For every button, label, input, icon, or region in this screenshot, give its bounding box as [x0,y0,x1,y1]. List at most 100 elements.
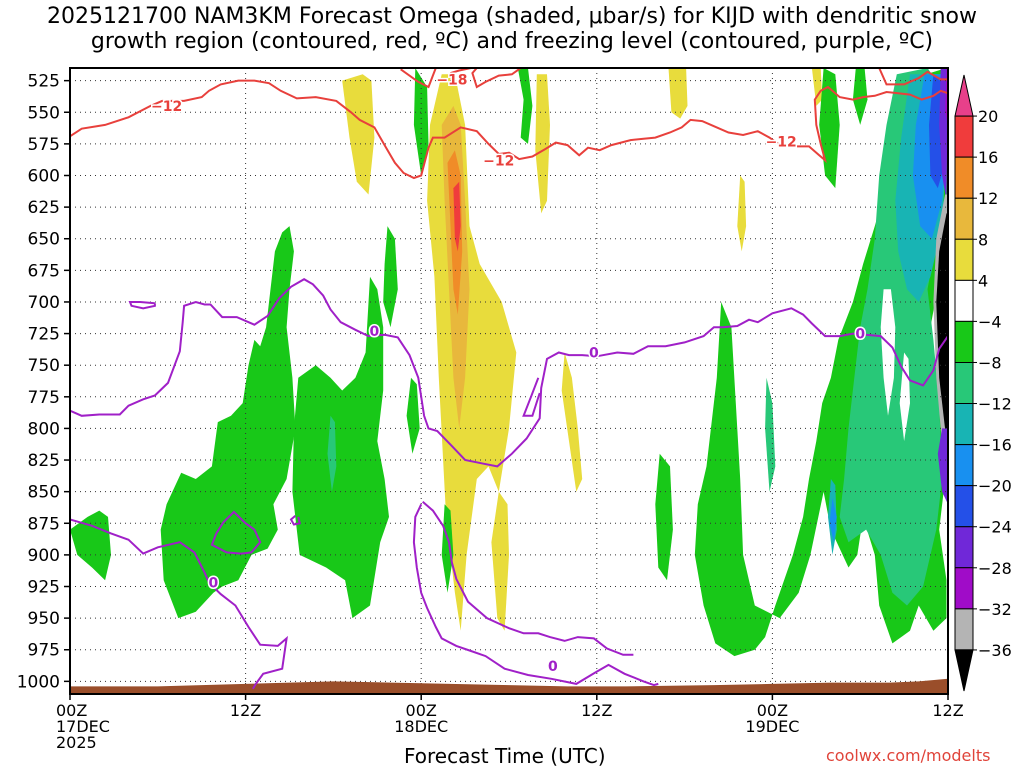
colorbar-label-8: −16 [978,436,1012,455]
contour-label-8: 0 [548,659,558,675]
x-tick-label-24-1: 18DEC [394,717,448,736]
y-tick-label-700: 700 [28,293,60,313]
omega-region-10 [453,181,461,252]
y-tick-label-625: 625 [28,198,60,218]
colorbar-swatch-8 [954,403,974,446]
x-tick-label-24-0: 00Z [406,701,437,720]
x-tick-label-12-0: 12Z [230,701,261,720]
contour-label-4: 0 [369,324,379,340]
y-tick-label-650: 650 [28,230,60,250]
y-tick-label-875: 875 [28,514,60,534]
omega-region-19 [517,68,533,144]
omega-region-21 [655,453,673,581]
omega-region-23 [852,68,868,125]
omega-region-0 [342,74,375,195]
y-tick-label-575: 575 [28,135,60,155]
y-tick-label-950: 950 [28,609,60,629]
freezing-level-2 [70,518,288,690]
omega-region-25 [765,377,776,492]
contour-label-1: −12 [483,153,514,169]
colorbar-label-1: 16 [978,148,998,167]
y-tick-label-750: 750 [28,356,60,376]
credit-link[interactable]: coolwx.com/modelts [826,746,991,765]
isotherm-minus12-0 [70,79,948,180]
colorbar-label-5: −4 [978,312,1002,331]
contour-label-2: −12 [766,134,797,150]
isotherm-minus12-3 [878,68,948,86]
y-tick-label-900: 900 [28,546,60,566]
freezing-level-7 [522,377,541,417]
x-tick-label-48-0: 00Z [757,701,788,720]
x-tick-label-60-0: 12Z [932,701,963,720]
y-tick-label-925: 925 [28,578,60,598]
colorbar-swatch-0 [954,74,974,117]
colorbar-swatch-6 [954,320,974,363]
omega-region-34 [880,289,896,416]
x-axis-title: Forecast Time (UTC) [404,744,606,768]
freezing-level-3 [210,510,262,555]
title-line-2: growth region (contoured, red, ºC) and f… [90,29,934,54]
omega-region-22 [819,68,840,189]
omega-region-38 [937,428,948,505]
colorbar-swatch-2 [954,156,974,199]
contour-label-6: 0 [855,327,865,343]
colorbar-label-4: 4 [978,271,988,290]
omega-region-13 [292,276,389,619]
colorbar-swatch-11 [954,526,974,569]
x-tick-label-0-0: 00Z [56,701,87,720]
omega-region-7 [737,175,747,252]
omega-region-17 [413,68,429,176]
x-tick-label-36-0: 12Z [581,701,612,720]
omega-region-5 [491,491,509,631]
omega-region-3 [535,74,550,214]
colorbar-swatch-13 [954,608,974,651]
colorbar-swatch-5 [954,279,974,322]
x-tick-label-48-1: 19DEC [745,717,799,736]
y-tick-label-825: 825 [28,451,60,471]
colorbar-swatch-14 [954,649,974,692]
colorbar-swatch-9 [954,444,974,487]
omega-region-18 [441,504,454,593]
freezing-level-6 [422,501,634,656]
y-tick-label-775: 775 [28,388,60,408]
colorbar-swatch-10 [954,485,974,528]
colorbar-label-3: 8 [978,230,988,249]
contour-label-0: −12 [151,99,182,115]
colorbar-swatch-7 [954,361,974,405]
omega-region-4 [668,68,688,119]
omega-region-14 [406,377,420,454]
colorbar-label-6: −8 [978,353,1002,372]
freezing-level-0 [70,278,948,468]
colorbar-label-10: −24 [978,518,1012,537]
freezing-level-1 [128,301,156,310]
colorbar-swatch-12 [954,567,974,610]
contour-label-7: 0 [209,576,219,592]
y-tick-label-850: 850 [28,483,60,503]
colorbar-label-12: −32 [978,600,1012,619]
omega-region-2 [561,352,583,492]
y-tick-label-600: 600 [28,166,60,186]
contour-layer [70,68,948,690]
colorbar-label-2: 12 [978,189,998,208]
colorbar-label-9: −20 [978,477,1012,496]
terrain-layer [70,678,948,694]
y-tick-label-675: 675 [28,261,60,281]
omega-region-15 [383,226,398,328]
contour-label-3: −18 [436,72,467,88]
colorbar-label-11: −28 [978,559,1012,578]
colorbar-swatch-3 [954,197,974,240]
colorbar-swatch-4 [954,238,974,281]
isotherm-minus12-2 [471,68,522,89]
y-tick-label-550: 550 [28,103,60,123]
x-tick-label-0-1: 17DEC [56,717,110,736]
omega-region-26 [327,415,337,492]
y-axis: 525 550 575 600 625 650 675 700 725 750 775 800 825 8… [17,72,70,692]
omega-region-12 [160,226,296,619]
contour-label-5: 0 [589,346,599,362]
y-tick-label-800: 800 [28,419,60,439]
title-line-1: 2025121700 NAM3KM Forecast Omega (shaded… [46,4,977,29]
colorbar-label-0: 20 [978,107,998,126]
y-tick-label-525: 525 [28,72,60,92]
